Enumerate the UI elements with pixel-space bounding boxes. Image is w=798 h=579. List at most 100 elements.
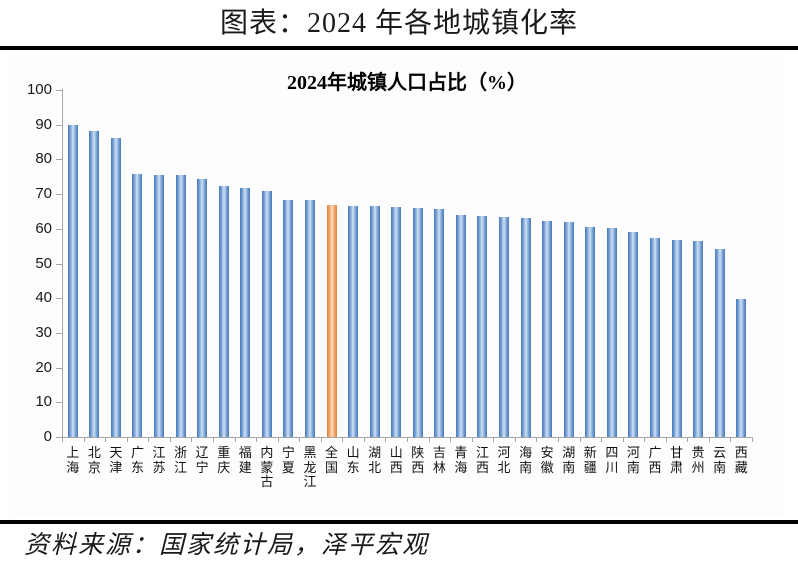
y-tick-label: 100 xyxy=(26,81,52,98)
bar xyxy=(369,206,380,437)
bar xyxy=(304,200,315,437)
x-category-char: 津 xyxy=(109,459,123,475)
x-category-char: 浙 xyxy=(174,445,188,460)
y-tick-label: 10 xyxy=(35,393,52,411)
x-category-label: 陕西 xyxy=(407,445,429,475)
x-tick-mark xyxy=(148,437,150,442)
bar xyxy=(67,125,78,437)
x-category-char: 东 xyxy=(346,459,360,475)
x-category-label: 湖南 xyxy=(558,445,580,475)
x-tick-mark xyxy=(407,437,408,442)
y-tick-label: 50 xyxy=(35,254,52,272)
x-tick-mark xyxy=(579,437,581,442)
bar xyxy=(671,239,682,437)
x-tick-mark xyxy=(428,437,430,442)
x-category-char: 黑 xyxy=(303,445,317,460)
x-category-label: 贵州 xyxy=(687,445,709,475)
x-category-label: 河北 xyxy=(493,445,515,475)
x-category-char: 江 xyxy=(303,474,317,489)
bar xyxy=(585,227,596,437)
y-tick-mark xyxy=(56,437,62,438)
bar xyxy=(261,191,272,437)
x-category-char: 辽 xyxy=(195,445,209,460)
bar xyxy=(89,130,100,437)
bar-highlight xyxy=(326,204,337,437)
x-category-char: 新 xyxy=(583,445,597,460)
x-category-char: 青 xyxy=(454,445,468,460)
x-tick-mark xyxy=(212,437,214,442)
bar xyxy=(649,237,660,437)
x-category-label: 北京 xyxy=(84,445,106,475)
y-tick-mark xyxy=(56,402,62,404)
x-category-char: 川 xyxy=(605,459,619,475)
y-tick-label: 30 xyxy=(35,323,52,341)
x-category-label: 吉林 xyxy=(429,445,451,475)
x-category-char: 肃 xyxy=(670,459,684,475)
x-category-char: 北 xyxy=(497,459,511,475)
x-tick-mark xyxy=(536,437,538,442)
x-category-char: 海 xyxy=(519,445,533,460)
x-category-char: 甘 xyxy=(670,445,684,460)
x-category-char: 贵 xyxy=(691,445,705,460)
x-category-char: 广 xyxy=(648,445,662,460)
bar xyxy=(240,187,251,437)
y-axis-line xyxy=(62,89,63,438)
x-category-char: 陕 xyxy=(411,445,425,460)
x-category-label: 全国 xyxy=(321,445,343,475)
x-category-char: 安 xyxy=(540,445,554,460)
x-category-char: 湖 xyxy=(368,445,382,460)
x-category-char: 西 xyxy=(475,459,489,475)
x-tick-mark xyxy=(471,437,473,442)
bar xyxy=(455,215,466,437)
x-category-char: 东 xyxy=(130,459,144,475)
x-category-char: 宁 xyxy=(195,459,209,475)
x-category-char: 山 xyxy=(346,445,360,460)
x-tick-mark xyxy=(514,437,516,442)
bar xyxy=(348,205,359,437)
x-category-char: 内 xyxy=(260,445,274,460)
x-category-char: 重 xyxy=(217,445,231,460)
y-tick-mark xyxy=(56,159,62,161)
x-tick-mark xyxy=(644,437,646,442)
x-category-char: 河 xyxy=(626,445,640,460)
x-tick-mark xyxy=(342,437,344,442)
x-category-char: 西 xyxy=(389,459,403,475)
bar xyxy=(434,208,445,437)
x-category-char: 福 xyxy=(238,445,252,460)
urbanization-bar-chart: 2024年城镇人口占比（%） 0 10 20 30 40 50 60 70 80 90 100 上海北… xyxy=(10,54,786,516)
x-category-label: 海南 xyxy=(515,445,537,475)
x-category-label: 福建 xyxy=(235,445,257,475)
x-tick-mark xyxy=(363,437,365,442)
bar xyxy=(132,173,143,437)
x-category-char: 蒙 xyxy=(260,459,274,475)
bar xyxy=(283,199,294,437)
x-category-char: 江 xyxy=(152,445,166,460)
x-category-char: 云 xyxy=(713,445,727,460)
y-tick-mark xyxy=(56,90,62,91)
y-tick-mark xyxy=(56,298,62,300)
y-tick-label: 40 xyxy=(35,289,52,307)
y-tick-mark xyxy=(56,367,62,369)
x-tick-mark xyxy=(299,437,301,442)
bar xyxy=(693,240,704,437)
x-category-char: 四 xyxy=(605,445,619,460)
bar xyxy=(606,227,617,437)
x-category-char: 全 xyxy=(325,445,339,460)
y-tick-label: 0 xyxy=(43,428,52,445)
x-tick-mark xyxy=(665,437,667,442)
x-tick-mark xyxy=(62,437,63,442)
x-category-label: 辽宁 xyxy=(191,445,213,475)
x-category-char: 西 xyxy=(648,459,662,475)
x-tick-mark xyxy=(385,437,387,442)
bar xyxy=(154,174,165,437)
x-category-char: 南 xyxy=(713,459,727,475)
x-tick-mark xyxy=(277,437,279,442)
x-category-label: 河南 xyxy=(623,445,645,475)
x-category-label: 四川 xyxy=(601,445,623,475)
x-tick-mark xyxy=(169,437,171,442)
y-tick-mark xyxy=(56,332,62,334)
x-category-label: 宁夏 xyxy=(278,445,300,475)
y-tick-mark xyxy=(56,124,62,126)
x-tick-mark xyxy=(708,437,710,442)
